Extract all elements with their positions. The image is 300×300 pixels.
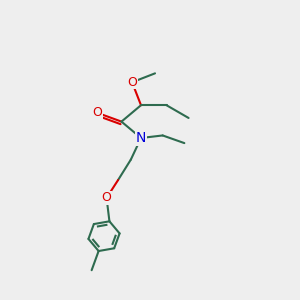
Text: O: O bbox=[127, 76, 137, 89]
Text: O: O bbox=[102, 191, 112, 204]
Text: N: N bbox=[136, 131, 146, 145]
Text: O: O bbox=[93, 106, 102, 119]
